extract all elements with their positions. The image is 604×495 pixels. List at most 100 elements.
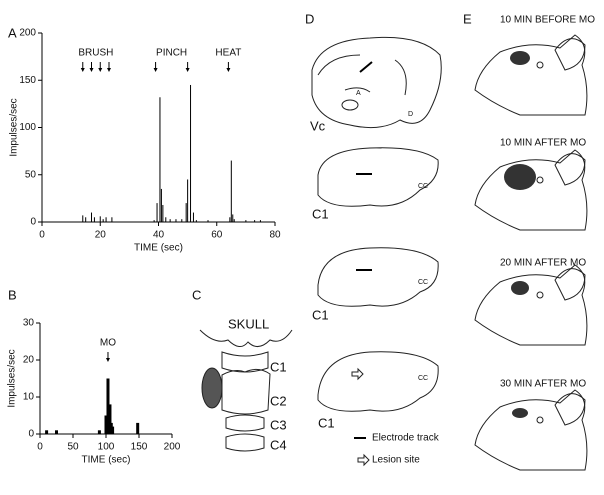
x-tick-label: 0 — [37, 442, 43, 453]
annotation-arrowhead — [98, 68, 103, 72]
annotation: BRUSH — [78, 48, 113, 59]
annotation-arrowhead — [153, 68, 158, 72]
section-label: Vc — [310, 118, 326, 133]
bar — [93, 217, 95, 222]
bar — [259, 220, 261, 222]
bar — [159, 97, 161, 222]
time-label: 20 MIN AFTER MO — [500, 258, 586, 269]
x-tick-label: 100 — [98, 442, 115, 453]
legend-entry: Electrode track — [372, 433, 440, 444]
panel-letter: E — [463, 11, 472, 26]
section-label: C1 — [312, 307, 329, 322]
bar — [187, 179, 189, 222]
annotation: HEAT — [215, 48, 241, 59]
x-tick-label: 40 — [153, 230, 165, 241]
rat-heads — [474, 34, 588, 471]
bar — [104, 415, 108, 434]
annotation: MO — [100, 338, 116, 349]
bar — [99, 216, 101, 222]
x-tick-label: 50 — [67, 442, 79, 453]
vertebrae-diagram — [199, 329, 293, 452]
panel-letter: D — [305, 11, 314, 26]
receptive-field — [512, 408, 528, 418]
bar — [245, 220, 247, 222]
y-axis-label: Impulses/sec — [7, 349, 18, 407]
bar — [106, 378, 110, 434]
annotation-arrowhead — [106, 68, 111, 72]
legend-entry: Lesion site — [372, 455, 420, 466]
bar — [105, 217, 107, 222]
rat-head — [474, 149, 588, 231]
y-tick-label: 50 — [25, 169, 37, 180]
cc-label: CC — [418, 279, 428, 286]
bar — [195, 220, 197, 222]
rat-eye — [536, 61, 544, 69]
bar — [230, 160, 232, 222]
receptive-field — [510, 51, 530, 65]
section-label: C1 — [312, 206, 329, 221]
bar — [102, 219, 104, 222]
y-axis-label: Impulses/sec — [9, 98, 20, 156]
bar — [153, 220, 155, 222]
rat-head — [474, 389, 588, 471]
rat-ear — [554, 153, 586, 186]
bar — [108, 404, 112, 434]
y-tick-label: 10 — [23, 392, 35, 403]
annotation: PINCH — [156, 48, 187, 59]
annotation-arrowhead — [226, 68, 231, 72]
panel-letter: C — [192, 287, 201, 302]
bar — [162, 204, 164, 222]
bar — [190, 84, 192, 222]
x-tick-label: 200 — [164, 442, 181, 453]
bar — [55, 430, 58, 434]
rat-ear — [554, 393, 586, 426]
bar — [136, 422, 140, 434]
x-tick-label: 60 — [211, 230, 223, 241]
annotation-arrowhead — [105, 358, 110, 362]
time-label: 10 MIN BEFORE MO — [500, 15, 595, 26]
vertebra-label: C1 — [270, 359, 287, 374]
rat-ear — [554, 38, 586, 71]
rat-eye — [536, 176, 544, 184]
section-label: C1 — [318, 415, 335, 430]
y-tick-label: 0 — [28, 429, 34, 440]
bar — [111, 426, 115, 434]
x-tick-label: 20 — [95, 230, 107, 241]
brainstem-sections — [311, 36, 442, 467]
x-tick-label: 150 — [131, 442, 148, 453]
skull-label: SKULL — [228, 316, 269, 331]
a-label: A — [356, 90, 361, 97]
vertebra-label: C4 — [270, 437, 287, 452]
bar — [175, 219, 177, 222]
rat-head — [474, 264, 588, 346]
bar — [85, 217, 87, 222]
time-label: 30 MIN AFTER MO — [500, 379, 586, 390]
cc-label: CC — [418, 375, 428, 382]
cc-label: CC — [418, 183, 428, 190]
panel-letter: A — [8, 25, 17, 40]
rat-eye — [536, 291, 544, 299]
y-tick-label: 30 — [23, 318, 35, 329]
vertebra-label: C2 — [270, 393, 287, 408]
bar — [233, 219, 235, 222]
bar — [254, 220, 256, 222]
x-tick-label: 0 — [39, 230, 45, 241]
y-tick-label: 150 — [19, 75, 36, 86]
x-tick-label: 80 — [269, 230, 281, 241]
bar — [185, 203, 187, 222]
y-tick-label: 20 — [23, 355, 35, 366]
bar — [229, 217, 231, 222]
y-tick-label: 200 — [19, 28, 36, 39]
time-label: 10 MIN AFTER MO — [500, 138, 586, 149]
rat-ear — [554, 268, 586, 301]
rat-head — [474, 34, 588, 116]
bar — [192, 212, 194, 222]
bar — [45, 430, 49, 434]
vertebra-label: C3 — [270, 417, 287, 432]
annotation-arrowhead — [80, 68, 85, 72]
y-tick-label: 100 — [19, 122, 36, 133]
rat-eye — [536, 416, 544, 424]
bar — [165, 217, 167, 222]
bar — [169, 219, 171, 222]
